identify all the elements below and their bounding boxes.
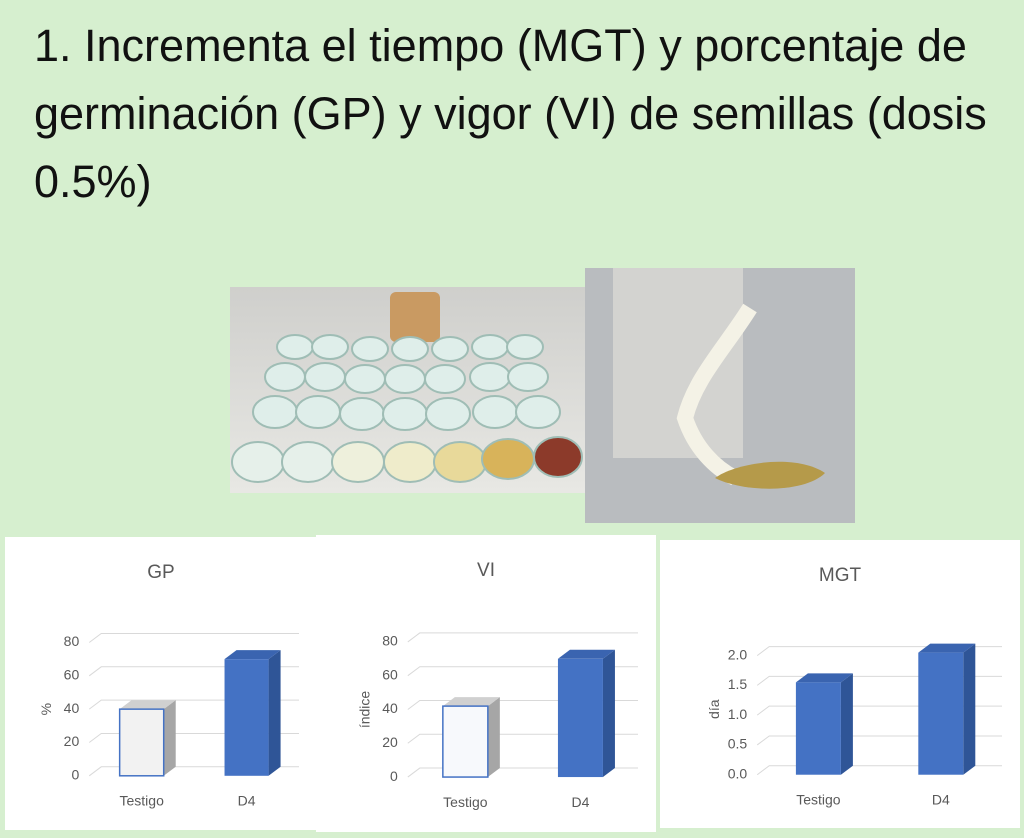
chart-title: MGT bbox=[819, 565, 862, 586]
bar bbox=[224, 659, 269, 776]
x-tick-label: D4 bbox=[238, 792, 256, 808]
bar bbox=[557, 658, 603, 778]
bar-side bbox=[602, 649, 615, 778]
y-tick-label: 80 bbox=[382, 633, 398, 649]
bar bbox=[118, 708, 165, 777]
x-tick-label: D4 bbox=[932, 791, 950, 807]
bar bbox=[442, 705, 489, 778]
bar-top bbox=[557, 649, 615, 659]
x-tick-label: D4 bbox=[571, 794, 589, 810]
y-tick-label: 2.0 bbox=[728, 646, 748, 662]
x-tick-label: Testigo bbox=[120, 792, 165, 808]
x-tick-label: Testigo bbox=[443, 794, 488, 810]
y-tick-label: 80 bbox=[64, 633, 80, 649]
bar-side bbox=[840, 673, 853, 775]
chart-panel: VI índice 0 20 40 60 80 Testigo D4 bbox=[316, 535, 656, 832]
y-tick-label: 0.0 bbox=[728, 765, 748, 781]
y-tick-label: 20 bbox=[382, 734, 398, 750]
y-tick-label: 60 bbox=[64, 667, 80, 683]
bar-top bbox=[442, 697, 500, 707]
bar-side bbox=[963, 643, 976, 775]
y-tick-label: 40 bbox=[382, 700, 398, 716]
grid-line bbox=[88, 632, 299, 643]
grid-line bbox=[756, 646, 1002, 656]
chart: VI índice 0 20 40 60 80 Testigo D4 bbox=[357, 560, 638, 810]
bar-side bbox=[268, 650, 281, 776]
bar-top bbox=[795, 673, 853, 683]
bar-top bbox=[224, 650, 281, 660]
chart-panel: MGT día 0.0 0.5 1.0 1.5 2.0 Testigo D4 bbox=[660, 540, 1020, 828]
chart-title: VI bbox=[477, 560, 495, 581]
y-tick-label: 60 bbox=[382, 666, 398, 682]
y-axis-label: día bbox=[706, 699, 722, 719]
bar bbox=[795, 682, 841, 775]
chart: MGT día 0.0 0.5 1.0 1.5 2.0 Testigo D4 bbox=[706, 565, 1002, 807]
grid-line bbox=[407, 632, 638, 643]
bar-side bbox=[163, 700, 176, 776]
y-axis-label: índice bbox=[357, 691, 373, 729]
x-tick-label: Testigo bbox=[796, 791, 841, 807]
chart-title: GP bbox=[147, 562, 174, 583]
y-tick-label: 40 bbox=[64, 700, 80, 716]
slide-title: 1. Incrementa el tiempo (MGT) y porcenta… bbox=[34, 20, 987, 207]
y-tick-label: 1.5 bbox=[728, 676, 748, 692]
y-axis-label: % bbox=[38, 703, 54, 715]
bar bbox=[918, 652, 964, 775]
bar-top bbox=[918, 643, 976, 653]
photo-petri-dishes bbox=[230, 287, 585, 493]
y-tick-label: 1.0 bbox=[728, 706, 748, 722]
bar-side bbox=[487, 697, 500, 778]
chart: GP% 0 20 40 60 80 Testigo D4 bbox=[38, 562, 299, 808]
y-tick-label: 0.5 bbox=[728, 736, 748, 752]
y-tick-label: 0 bbox=[71, 766, 79, 782]
y-tick-label: 20 bbox=[64, 733, 80, 749]
y-tick-label: 0 bbox=[390, 768, 398, 784]
photo-seedling bbox=[585, 268, 855, 523]
chart-panel: GP% 0 20 40 60 80 Testigo D4 bbox=[5, 537, 317, 830]
bar-top bbox=[119, 700, 176, 710]
